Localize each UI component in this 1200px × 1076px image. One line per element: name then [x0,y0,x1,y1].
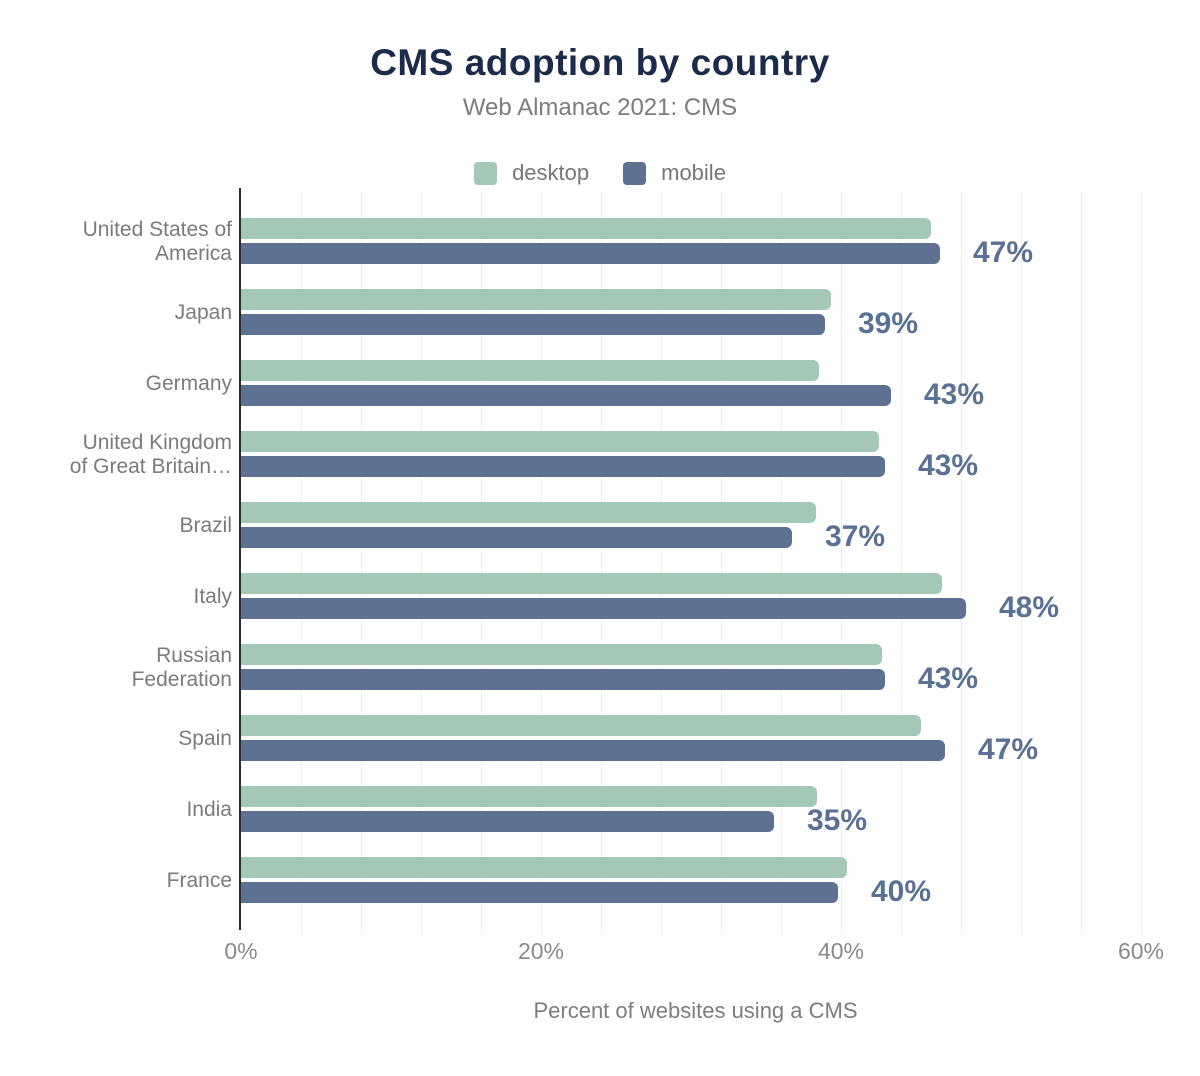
x-axis-ticks: 0% 20% 40% 60% [224,938,1164,966]
gridline [541,190,542,934]
bar-desktop[interactable] [241,289,831,310]
value-label: 47% [978,733,1039,766]
bar-mobile[interactable] [241,385,891,406]
gridline [301,190,302,934]
bar-group-row: Spain 47% [178,703,1150,774]
bar-group-row: United States of America 47% [83,206,1150,277]
legend-item-desktop[interactable]: desktop [474,160,589,186]
bar-mobile[interactable] [241,456,885,477]
value-label: 39% [858,307,919,340]
category-label: Japan [174,300,232,324]
x-axis-title: Percent of websites using a CMS [533,998,858,1023]
legend-label-desktop: desktop [512,160,590,185]
legend: desktop mobile [0,160,1200,186]
bar-group-row: Germany 43% [146,348,1150,419]
gridline [361,190,362,934]
value-label: 43% [918,449,979,482]
value-label: 40% [871,875,932,908]
gridline [721,190,722,934]
value-label: 43% [918,662,979,695]
bar-group-row: Brazil 37% [179,490,1150,561]
bar-desktop[interactable] [241,715,921,736]
bar-group-row: India 35% [186,774,1150,845]
bar-desktop[interactable] [241,786,817,807]
category-label: Spain [178,726,232,750]
bar-group-row: France 40% [167,845,1150,916]
bar-mobile[interactable] [241,598,966,619]
gridline [901,190,902,934]
bar-mobile[interactable] [241,882,838,903]
legend-item-mobile[interactable]: mobile [623,160,726,186]
bar-desktop[interactable] [241,431,879,452]
bar-mobile[interactable] [241,740,945,761]
bar-mobile[interactable] [241,243,940,264]
bar-group-row: United Kingdom of Great Britain… 43% [70,419,1150,490]
category-label: United Kingdom of Great Britain… [69,430,232,478]
gridline [481,190,482,934]
bar-group-row: Japan 39% [175,277,1150,348]
gridline [1021,190,1022,934]
bar-group-row: Russian Federation 43% [132,632,1150,703]
gridline [1081,190,1082,934]
desktop-swatch-icon [474,161,498,185]
x-tick-label: 20% [517,938,565,964]
category-label: France [166,868,232,892]
y-axis-line [239,188,241,930]
category-label: India [186,797,232,821]
category-label: Italy [193,584,232,608]
bar-desktop[interactable] [241,218,931,239]
gridline [601,190,602,934]
category-label: Russian Federation [131,643,232,691]
value-label: 43% [924,378,985,411]
category-label: Brazil [179,513,232,537]
chart-subtitle: Web Almanac 2021: CMS [462,94,738,121]
bar-group-row: Italy 48% [193,561,1150,632]
legend-label-mobile: mobile [661,160,726,185]
bar-desktop[interactable] [241,857,847,878]
bar-mobile[interactable] [241,669,885,690]
category-label: Germany [145,371,232,395]
gridline [841,190,842,934]
bar-mobile[interactable] [241,811,774,832]
category-label: United States of America [82,217,232,265]
gridline [661,190,662,934]
bar-desktop[interactable] [241,360,819,381]
gridline [1141,190,1142,934]
mobile-swatch-icon [623,161,647,185]
bar-mobile[interactable] [241,527,792,548]
chart-title: CMS adoption by country [370,42,830,83]
x-tick-label: 0% [224,938,258,964]
bar-desktop[interactable] [241,573,942,594]
gridline [781,190,782,934]
gridline [421,190,422,934]
x-tick-label: 60% [1117,938,1165,964]
bar-desktop[interactable] [241,644,882,665]
gridline [961,190,962,934]
value-label: 35% [807,804,868,837]
value-label: 48% [999,591,1060,624]
value-label: 47% [973,236,1034,269]
x-tick-label: 40% [817,938,865,964]
bar-mobile[interactable] [241,314,825,335]
plot-area: United States of America 47% Japan 39% German… [70,190,1150,934]
bar-desktop[interactable] [241,502,816,523]
value-label: 37% [825,520,886,553]
